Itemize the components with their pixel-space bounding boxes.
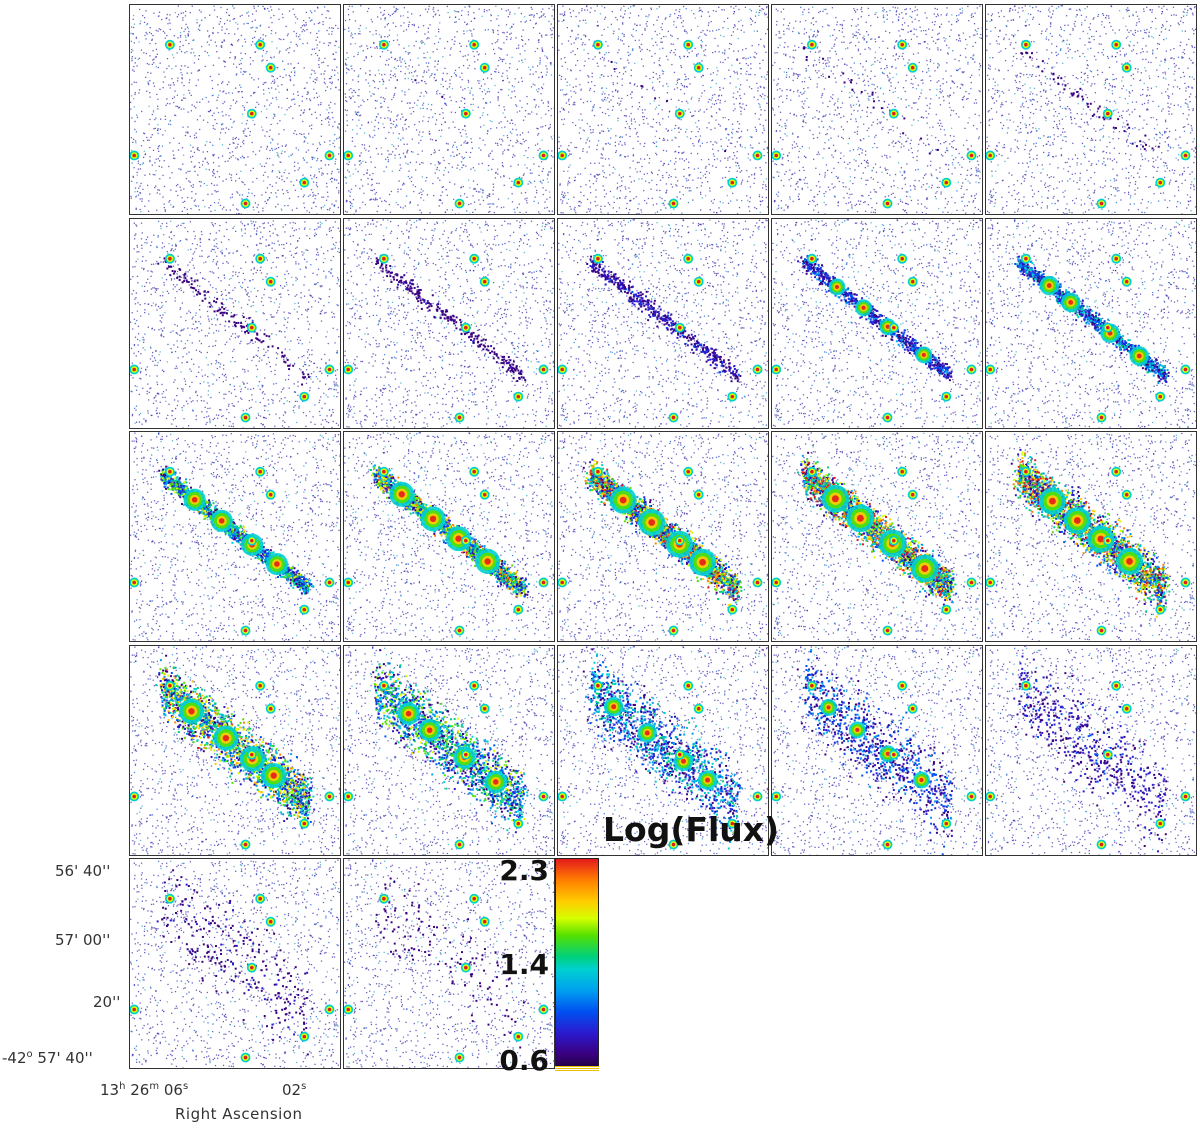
channel-image: [558, 219, 768, 428]
channel-panel: [129, 4, 341, 215]
channel-panel: [343, 4, 555, 215]
channel-image: [344, 859, 554, 1068]
colorbar-tick-min: 0.6: [489, 1044, 549, 1077]
channel-panel: [771, 431, 983, 642]
colorbar-below-range-stripes: [555, 1066, 599, 1072]
channel-panel: [557, 4, 769, 215]
channel-image: [986, 432, 1196, 641]
channel-image: [344, 432, 554, 641]
ra-tick-13h26m06s: 13h 26m 06s: [100, 1081, 188, 1099]
channel-panel: [129, 431, 341, 642]
colorbar-tick-mid: 1.4: [489, 948, 549, 981]
channel-image: [772, 432, 982, 641]
channel-image: [558, 432, 768, 641]
channel-image: [986, 219, 1196, 428]
channel-panel: [343, 431, 555, 642]
dec-tick-57-00: 57' 00'': [55, 931, 110, 949]
channel-panel: [985, 645, 1197, 856]
channel-image: [344, 646, 554, 855]
channel-panel: [129, 858, 341, 1069]
channel-map-grid: [129, 4, 1199, 1072]
channel-panel: [557, 431, 769, 642]
channel-panel: [985, 431, 1197, 642]
channel-image: [344, 219, 554, 428]
channel-image: [558, 646, 768, 855]
channel-image: [986, 646, 1196, 855]
channel-image: [130, 859, 340, 1068]
channel-panel: [771, 4, 983, 215]
colorbar-tick-max: 2.3: [489, 854, 549, 887]
channel-image: [986, 5, 1196, 214]
channel-image: [130, 432, 340, 641]
channel-panel: [985, 218, 1197, 429]
channel-panel: [343, 645, 555, 856]
channel-panel: [771, 218, 983, 429]
channel-panel: [129, 645, 341, 856]
channel-image: [130, 219, 340, 428]
channel-image: [130, 646, 340, 855]
channel-panel: [343, 858, 555, 1069]
ra-axis-label: Right Ascension: [175, 1105, 303, 1123]
dec-tick-56-40: 56' 40'': [55, 862, 110, 880]
channel-image: [772, 219, 982, 428]
channel-panel: [129, 218, 341, 429]
dec-tick-20: 20'': [93, 993, 120, 1011]
channel-image: [558, 5, 768, 214]
dec-tick-minus42-57-40: -42o 57' 40'': [2, 1049, 93, 1067]
colorbar-title: Log(Flux): [603, 810, 779, 849]
channel-panel: [557, 218, 769, 429]
channel-image: [344, 5, 554, 214]
channel-image: [130, 5, 340, 214]
channel-image: [772, 5, 982, 214]
ra-tick-02s: 02s: [282, 1081, 306, 1099]
channel-panel: [771, 645, 983, 856]
colorbar: [555, 858, 599, 1072]
channel-panel: [343, 218, 555, 429]
channel-panel: [557, 645, 769, 856]
channel-panel: [985, 4, 1197, 215]
channel-image: [772, 646, 982, 855]
